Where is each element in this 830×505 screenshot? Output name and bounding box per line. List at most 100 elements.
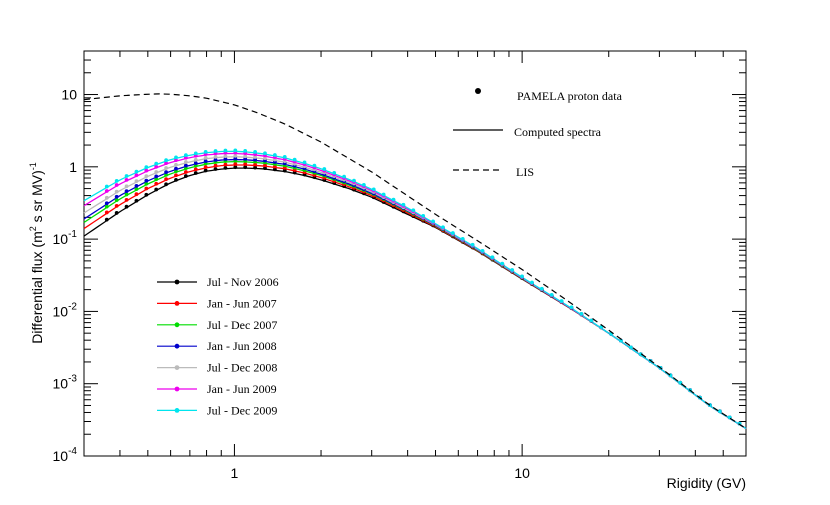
- data-point: [213, 163, 218, 168]
- y-axis-label-sup1: 2: [28, 226, 38, 231]
- data-point: [104, 210, 109, 215]
- data-point: [183, 160, 188, 164]
- data-point: [243, 165, 248, 170]
- data-point: [233, 165, 238, 170]
- data-point: [530, 280, 534, 285]
- data-point: [114, 189, 119, 194]
- data-point: [717, 409, 722, 414]
- data-point: [292, 157, 297, 162]
- y-tick-label: 10: [61, 87, 77, 103]
- y-axis-label-main: Differential flux (m: [29, 231, 45, 344]
- data-point: [599, 325, 604, 330]
- data-point: [134, 173, 139, 178]
- x-axis-label: Rigidity (GV): [667, 475, 746, 491]
- data-point: [114, 183, 119, 187]
- data-point: [223, 148, 228, 153]
- y-tick-label-base: 10: [53, 303, 69, 319]
- data-point: [401, 202, 406, 207]
- data-point: [154, 181, 159, 186]
- data-point: [164, 170, 169, 175]
- legend-marker: [174, 386, 180, 392]
- data-point: [233, 156, 238, 161]
- legend-label: Jul - Dec 2009: [207, 403, 277, 417]
- y-tick-label-base: 1: [69, 159, 77, 175]
- data-point: [480, 248, 485, 253]
- data-point: [460, 237, 465, 241]
- data-point: [332, 170, 337, 175]
- data-point: [272, 153, 277, 157]
- data-point: [193, 171, 198, 175]
- data-point: [174, 166, 178, 171]
- data-point: [144, 165, 149, 170]
- data-point: [371, 187, 376, 192]
- data-point: [470, 242, 475, 247]
- data-point: [272, 167, 277, 172]
- legend-label: Jan - Jun 2009: [207, 382, 277, 396]
- data-point: [619, 338, 623, 343]
- data-point: [154, 161, 159, 166]
- data-point: [154, 170, 159, 174]
- data-point: [213, 157, 218, 162]
- data-point: [203, 155, 208, 160]
- data-point: [114, 211, 119, 215]
- x-tick-label: 10: [514, 465, 530, 481]
- data-point: [243, 154, 248, 159]
- x-tick-labels: 1 10: [231, 465, 531, 481]
- data-point: [391, 197, 396, 202]
- data-point: [302, 160, 307, 165]
- data-point: [134, 169, 139, 174]
- data-point: [124, 204, 129, 209]
- axis-ticks: [83, 50, 747, 457]
- data-point: [134, 184, 139, 188]
- data-point: [174, 173, 178, 178]
- y-tick-label: 10-2: [53, 301, 78, 319]
- data-point: [174, 158, 178, 163]
- y-tick-label-exp: -4: [68, 446, 77, 457]
- y-tick-label-exp: -3: [68, 374, 77, 385]
- data-point: [628, 345, 633, 350]
- data-point: [144, 181, 149, 186]
- data-point: [282, 154, 287, 159]
- data-point: [124, 197, 129, 202]
- data-point: [263, 163, 267, 168]
- data-point: [154, 187, 159, 192]
- data-point: [124, 177, 129, 182]
- data-point: [223, 157, 228, 161]
- legend-lis-label: LIS: [516, 165, 534, 179]
- data-point: [282, 168, 287, 173]
- data-point: [164, 166, 169, 170]
- data-point: [154, 174, 159, 179]
- y-tick-label-exp: -1: [68, 229, 77, 240]
- y-axis-label-mid: s sr MV): [29, 170, 45, 226]
- data-point: [539, 286, 544, 291]
- data-point: [134, 179, 139, 184]
- legend-label: Jan - Jun 2007: [207, 296, 277, 310]
- data-point: [213, 149, 218, 153]
- data-point: [174, 169, 178, 174]
- y-tick-label-base: 10: [53, 231, 69, 247]
- data-point: [193, 161, 198, 166]
- legend-marker: [174, 322, 180, 328]
- y-tick-label-base: 10: [61, 87, 77, 103]
- data-point: [144, 192, 149, 197]
- data-point: [243, 148, 248, 153]
- data-point: [638, 352, 643, 357]
- data-point: [213, 154, 218, 159]
- legend-label: Jul - Nov 2006: [207, 275, 279, 289]
- legend-marker: [174, 365, 180, 370]
- data-point: [144, 178, 149, 183]
- data-point: [322, 167, 327, 171]
- data-point: [183, 153, 188, 158]
- y-tick-label-base: 10: [53, 448, 69, 464]
- data-point: [134, 192, 139, 197]
- data-point: [203, 168, 208, 173]
- y-tick-label: 10-1: [53, 229, 78, 247]
- data-point: [549, 293, 554, 297]
- legend-label: Jul - Dec 2007: [207, 318, 277, 332]
- data-point: [193, 157, 198, 162]
- legend-label: Jul - Dec 2008: [207, 361, 277, 375]
- data-point: [253, 162, 257, 167]
- top-legend: PAMELA proton data Computed spectra LIS: [453, 88, 623, 179]
